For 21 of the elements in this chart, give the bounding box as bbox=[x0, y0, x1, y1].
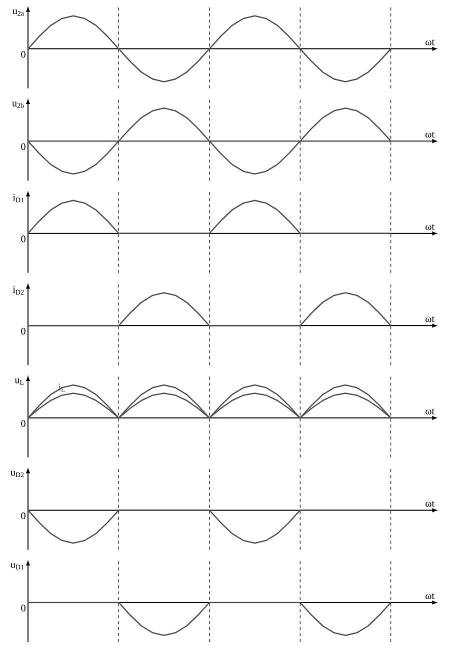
text: 0 bbox=[21, 236, 26, 242]
annotation: 0 bbox=[21, 50, 26, 58]
text: 0 bbox=[21, 420, 26, 427]
x-axis-title: ωt bbox=[426, 408, 434, 414]
annotation: 0 bbox=[21, 604, 26, 612]
annotation: 0 bbox=[21, 143, 26, 150]
y-axis-title: u$_{D2}$ bbox=[10, 470, 24, 478]
text: 0 bbox=[21, 328, 26, 335]
x-axis-title: ωt bbox=[426, 132, 434, 138]
x-axis-title: ωt bbox=[426, 500, 434, 507]
annotation: 0 bbox=[21, 512, 26, 520]
y-axis-title: u$_{2b}$ bbox=[12, 102, 24, 108]
x-axis-title: ωt bbox=[426, 316, 434, 322]
x-axis-title: ωt bbox=[426, 224, 434, 230]
y-axis-title: u$_{L}$ bbox=[14, 378, 24, 385]
y-axis-title: i$_{D2}$ bbox=[12, 286, 24, 294]
y-axis-title: i$_{D1}$ bbox=[12, 194, 24, 202]
y-axis-title: u$_{2a}$ bbox=[12, 10, 24, 16]
y-axis-title: u$_{D1}$ bbox=[10, 563, 24, 570]
x-axis-title: ωt bbox=[426, 40, 434, 46]
x-axis-title: ωt bbox=[426, 593, 434, 599]
